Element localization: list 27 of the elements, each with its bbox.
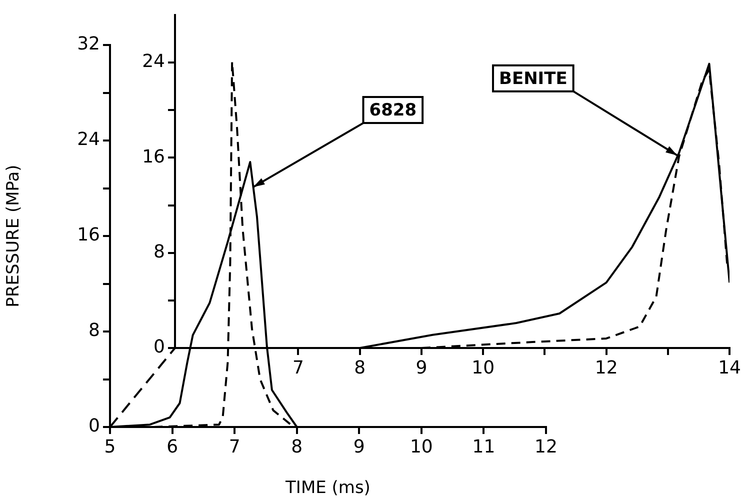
x-axis-title: TIME (ms) xyxy=(284,478,370,498)
y-axis-title: PRESSURE (MPa) xyxy=(4,164,24,308)
y-tick-label: 0 xyxy=(154,336,165,358)
y-tick-label: 8 xyxy=(88,320,100,342)
annotation: 6828 xyxy=(369,100,417,120)
y-tick-label: 0 xyxy=(88,416,100,437)
y-tick-label: 32 xyxy=(77,34,100,55)
x-tick-label: 8 xyxy=(291,436,303,458)
y-tick-label: 16 xyxy=(142,146,165,168)
y-tick-label: 24 xyxy=(142,51,165,72)
x-tick-label: 5 xyxy=(104,436,116,458)
x-tick-label: 8 xyxy=(354,357,366,378)
x-tick-label: 12 xyxy=(534,436,558,458)
y-tick-label: 8 xyxy=(154,242,165,263)
x-tick-label: 7 xyxy=(228,436,240,458)
annotation: BENITE xyxy=(499,68,568,89)
x-tick-label: 7 xyxy=(292,357,304,378)
x-tick-label: 6 xyxy=(166,436,178,458)
x-tick-label: 10 xyxy=(472,357,495,378)
x-tick-label: 9 xyxy=(416,357,428,378)
x-tick-label: 12 xyxy=(594,357,618,378)
x-tick-label: 14 xyxy=(718,357,741,378)
x-tick-label: 9 xyxy=(353,436,365,458)
x-tick-label: 11 xyxy=(472,436,496,458)
y-tick-label: 16 xyxy=(77,224,100,246)
y-tick-label: 24 xyxy=(77,129,100,150)
x-tick-label: 10 xyxy=(410,436,433,458)
